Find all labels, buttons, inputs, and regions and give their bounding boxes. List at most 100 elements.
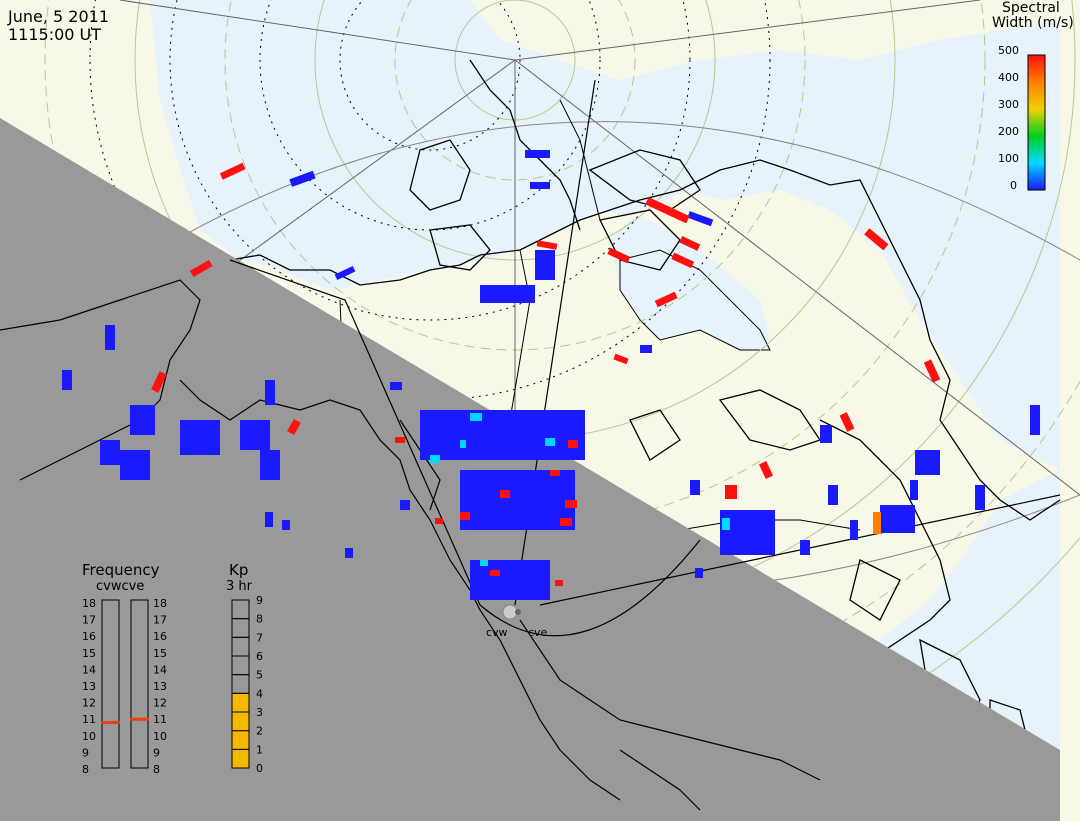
echo-cell (460, 512, 470, 520)
kp-tick: 0 (256, 762, 263, 775)
frequency-ticks: 18 18 17 17 16 16 15 15 14 14 13 13 12 12 11 11 10 10 9 9 8 8 (82, 597, 167, 776)
radar-label-cve: cve (528, 626, 548, 639)
echo-cell (800, 540, 810, 555)
echo-cell (120, 450, 150, 480)
echo-cell (390, 382, 402, 390)
echo-cell (654, 291, 678, 308)
echo-cell (550, 470, 560, 476)
date-label: June, 5 2011 (7, 7, 109, 26)
echo-cell (535, 250, 555, 280)
echo-cell (180, 420, 220, 455)
colorbar-title-1: Spectral (1002, 0, 1060, 16)
echo-cell (695, 568, 703, 578)
radar-site-cve (515, 609, 521, 615)
echo-cell (923, 359, 941, 383)
frequency-tick-right: 15 (153, 647, 167, 660)
frequency-tick-right: 11 (153, 713, 167, 726)
echo-cell (915, 450, 940, 475)
kp-tick: 4 (256, 687, 263, 700)
echo-cell (265, 512, 273, 527)
echo-cell (430, 455, 440, 463)
echo-cell (435, 518, 443, 524)
colorbar-tick: 200 (998, 125, 1019, 138)
frequency-marker-cvw (101, 721, 120, 725)
frequency-tick-left: 10 (82, 730, 96, 743)
spectral-width-colorbar: Spectral Width (m/s) 500 400 300 200 100… (992, 0, 1074, 192)
echo-cell (725, 485, 737, 499)
frequency-tick-right: 10 (153, 730, 167, 743)
kp-cell (231, 748, 250, 769)
frequency-tick-right: 13 (153, 680, 167, 693)
echo-cell (62, 370, 72, 390)
echo-cell (565, 500, 577, 508)
echo-cell (151, 371, 167, 393)
echo-cell (480, 560, 488, 566)
echo-cell (687, 211, 714, 227)
echo-cell (722, 518, 730, 530)
echo-cell (460, 440, 466, 448)
frequency-tick-right: 16 (153, 630, 167, 643)
frequency-tick-left: 12 (82, 697, 96, 710)
colorbar-tick: 100 (998, 152, 1019, 165)
colorbar-tick: 500 (998, 44, 1019, 57)
echo-cell (289, 170, 316, 187)
echo-cell (345, 548, 353, 558)
kp-cells (231, 599, 250, 769)
kp-tick: 7 (256, 631, 263, 644)
frequency-tick-right: 14 (153, 663, 167, 676)
night-terminator (0, 118, 1060, 821)
colorbar-gradient (1027, 54, 1046, 191)
kp-tick: 9 (256, 594, 263, 607)
echo-cell (490, 570, 500, 576)
echo-cell (758, 461, 774, 479)
echo-cell (260, 450, 280, 480)
echo-cell (282, 520, 290, 530)
frequency-tick-left: 8 (82, 763, 89, 776)
echo-cell (395, 437, 405, 443)
echo-cell (420, 410, 585, 460)
kp-cell (231, 711, 250, 732)
echo-cell (530, 182, 550, 189)
echo-cell (839, 412, 855, 432)
echo-cell (873, 512, 881, 534)
echo-cell (560, 518, 572, 526)
frequency-marker-cve (130, 717, 149, 721)
echo-cell (828, 485, 838, 505)
frequency-tick-left: 13 (82, 680, 96, 693)
frequency-tick-right: 9 (153, 746, 160, 759)
colorbar-tick: 0 (1010, 179, 1017, 192)
echo-cell (219, 162, 246, 180)
echo-cell (189, 259, 213, 277)
frequency-tick-right: 12 (153, 697, 167, 710)
kp-tick: 5 (256, 669, 263, 682)
echo-cell (400, 500, 410, 510)
echo-cell (334, 266, 356, 280)
echo-cell (910, 480, 918, 500)
echo-cell (640, 345, 652, 353)
frequency-title: Frequency (82, 561, 160, 579)
frequency-tick-right: 18 (153, 597, 167, 610)
kp-tick: 8 (256, 613, 263, 626)
echo-cell (679, 236, 701, 251)
time-label: 1115:00 UT (8, 25, 101, 44)
hudson-bay (619, 249, 771, 351)
echo-cell (720, 510, 775, 555)
echo-cell (645, 197, 690, 224)
kp-ticks: 9 8 7 6 5 4 3 2 1 0 (256, 594, 263, 775)
echo-cell (105, 325, 115, 350)
kp-tick: 3 (256, 706, 263, 719)
echo-cell (671, 252, 695, 269)
radar-site-cvw (502, 604, 518, 620)
kp-tick: 2 (256, 725, 263, 738)
echo-cell (1030, 405, 1040, 435)
echo-cell (536, 240, 558, 250)
echo-cell (555, 580, 563, 586)
echo-cell (130, 405, 155, 435)
frequency-tick-right: 8 (153, 763, 160, 776)
frequency-bar-cvw (101, 599, 120, 769)
kp-cell (231, 599, 250, 620)
echo-cell (470, 560, 550, 600)
echo-cell (864, 228, 889, 251)
kp-tick: 6 (256, 650, 263, 663)
